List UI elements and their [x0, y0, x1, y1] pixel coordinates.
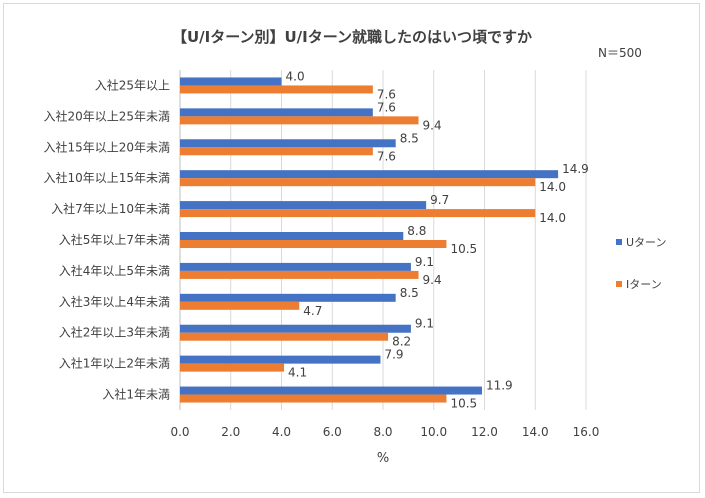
- chart-frame: [3, 3, 700, 493]
- data-label: 7.6: [377, 100, 396, 114]
- legend-swatch: [616, 281, 622, 287]
- data-label: 7.6: [377, 149, 396, 163]
- data-label: 14.9: [562, 162, 589, 176]
- category-label: 入社3年以上4年未満: [59, 294, 170, 309]
- bar-i-turn: [180, 178, 536, 187]
- x-tick-label: 12.0: [471, 425, 498, 439]
- category-label: 入社25年以上: [95, 77, 170, 92]
- sample-size-note: N＝500: [598, 46, 642, 60]
- legend-label: Iターン: [626, 278, 662, 291]
- category-label: 入社4年以上5年未満: [59, 263, 170, 278]
- data-label: 4.7: [303, 304, 322, 318]
- data-label: 7.6: [377, 87, 396, 101]
- data-label: 8.5: [400, 286, 419, 300]
- legend-label: Uターン: [626, 236, 667, 249]
- category-label: 入社5年以上7年未満: [59, 232, 170, 247]
- legend-swatch: [616, 239, 622, 245]
- category-label: 入社1年未満: [102, 387, 170, 402]
- data-label: 8.5: [400, 131, 419, 145]
- x-axis-label: %: [377, 451, 389, 466]
- x-tick-label: 16.0: [573, 425, 600, 439]
- data-label: 4.0: [286, 69, 305, 83]
- bar-u-turn: [180, 324, 411, 333]
- category-label: 入社1年以上2年未満: [59, 356, 170, 371]
- data-label: 9.1: [415, 317, 434, 331]
- data-label: 8.2: [392, 335, 411, 349]
- data-label: 7.9: [384, 348, 403, 362]
- data-label: 8.8: [407, 224, 426, 238]
- bar-i-turn: [180, 209, 536, 218]
- data-label: 10.5: [450, 397, 477, 411]
- data-label: 14.0: [539, 180, 566, 194]
- data-label: 11.9: [486, 379, 513, 393]
- bar-u-turn: [180, 139, 396, 148]
- bar-i-turn: [180, 301, 300, 310]
- x-tick-label: 0.0: [170, 425, 189, 439]
- bar-u-turn: [180, 108, 373, 117]
- bar-i-turn: [180, 394, 447, 403]
- data-label: 4.1: [288, 366, 307, 380]
- bar-i-turn: [180, 363, 285, 372]
- category-label: 入社15年以上20年未満: [43, 139, 170, 154]
- x-tick-label: 8.0: [373, 425, 392, 439]
- bar-u-turn: [180, 355, 381, 364]
- bar-u-turn: [180, 262, 411, 271]
- category-label: 入社2年以上3年未満: [59, 325, 170, 340]
- x-tick-label: 2.0: [221, 425, 240, 439]
- x-tick-label: 6.0: [323, 425, 342, 439]
- category-label: 入社10年以上15年未満: [43, 170, 170, 185]
- x-tick-label: 10.0: [420, 425, 447, 439]
- chart-title: 【U/Iターン別】U/Iターン就職したのはいつ頃ですか: [172, 28, 532, 46]
- data-label: 9.1: [415, 255, 434, 269]
- bar-u-turn: [180, 170, 559, 179]
- bar-i-turn: [180, 270, 419, 279]
- data-label: 9.4: [423, 118, 442, 132]
- bar-u-turn: [180, 293, 396, 302]
- data-label: 10.5: [450, 242, 477, 256]
- bar-u-turn: [180, 77, 282, 86]
- bar-i-turn: [180, 332, 389, 341]
- bar-i-turn: [180, 240, 447, 248]
- category-label: 入社20年以上25年未満: [43, 108, 170, 123]
- data-label: 14.0: [539, 211, 566, 225]
- bar-u-turn: [180, 386, 482, 395]
- x-tick-label: 4.0: [272, 425, 291, 439]
- bar-i-turn: [180, 116, 419, 125]
- x-tick-label: 14.0: [522, 425, 549, 439]
- data-label: 9.4: [423, 273, 442, 287]
- data-label: 9.7: [430, 193, 449, 207]
- category-label: 入社7年以上10年未満: [51, 201, 170, 216]
- bar-u-turn: [180, 201, 427, 210]
- bar-i-turn: [180, 85, 373, 94]
- bar-i-turn: [180, 147, 373, 156]
- bar-u-turn: [180, 232, 404, 240]
